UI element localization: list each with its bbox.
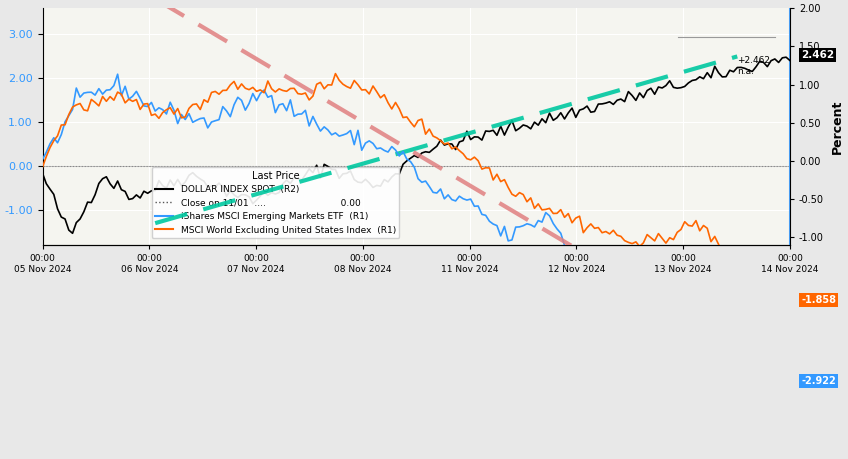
Text: +2.462
n.a.: +2.462 n.a. xyxy=(737,56,770,76)
Y-axis label: Percent: Percent xyxy=(831,100,844,154)
Text: -1.858: -1.858 xyxy=(801,295,836,305)
Legend: DOLLAR INDEX SPOT  (R2), Close on 11/01  ....                          0.00, iSh: DOLLAR INDEX SPOT (R2), Close on 11/01 .… xyxy=(152,167,399,238)
Text: 2.462: 2.462 xyxy=(801,50,834,60)
Text: -2.922: -2.922 xyxy=(801,376,836,386)
